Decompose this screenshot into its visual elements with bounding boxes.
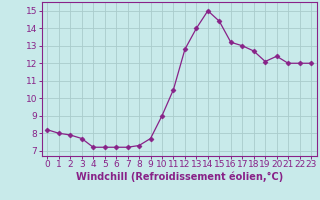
X-axis label: Windchill (Refroidissement éolien,°C): Windchill (Refroidissement éolien,°C) (76, 172, 283, 182)
